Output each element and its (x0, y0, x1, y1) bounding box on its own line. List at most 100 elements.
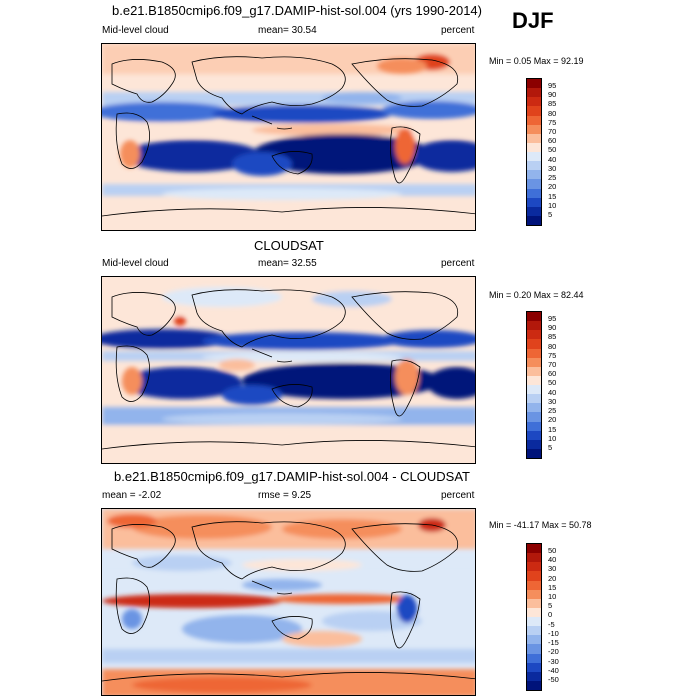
panel-1-tick: 75 (548, 118, 557, 127)
panel-1-tick: 70 (548, 127, 557, 136)
panel-1-tick: 10 (548, 201, 557, 210)
panel-2-tick: 90 (548, 323, 557, 332)
panel-2-tick: 85 (548, 332, 557, 341)
panel-3-tick: 0 (548, 610, 553, 619)
panel-1-tick: 30 (548, 164, 557, 173)
colorbar-segment (527, 589, 541, 599)
panel-1-units-label: percent (441, 25, 475, 36)
panel-2-tick: 25 (548, 406, 557, 415)
panel-2-tick: 5 (548, 443, 553, 452)
colorbar-segment (527, 375, 541, 385)
colorbar-segment (527, 671, 541, 681)
panel-1-mean-label: mean= 30.54 (258, 25, 317, 36)
colorbar-segment (527, 188, 541, 198)
panel-2-map-image (102, 277, 475, 463)
colorbar-segment (527, 339, 541, 349)
panel-3-tick: 20 (548, 574, 557, 583)
panel-1-minmax: Min = 0.05 Max = 92.19 (489, 56, 584, 66)
colorbar-segment (527, 348, 541, 358)
colorbar-segment (527, 330, 541, 340)
panel-3-minmax: Min = -41.17 Max = 50.78 (489, 520, 592, 530)
colorbar-segment (527, 626, 541, 636)
panel-1-variable-label: Mid-level cloud (102, 25, 169, 36)
colorbar-segment (527, 97, 541, 107)
colorbar-segment (527, 421, 541, 431)
colorbar-segment (527, 544, 541, 554)
panel-2-tick: 50 (548, 378, 557, 387)
panel-3-tick: 15 (548, 583, 557, 592)
colorbar-segment (527, 312, 541, 322)
panel-3-units-label: percent (441, 490, 475, 501)
colorbar-segment (527, 412, 541, 422)
panel-3-tick: 40 (548, 555, 557, 564)
panel-2-tick: 15 (548, 425, 557, 434)
panel-1-tick: 90 (548, 90, 557, 99)
panel-3-mean-label: mean = -2.02 (102, 490, 162, 501)
colorbar-segment (527, 580, 541, 590)
colorbar-segment (527, 385, 541, 395)
colorbar-segment (527, 124, 541, 134)
colorbar-segment (527, 448, 541, 458)
colorbar-segment (527, 215, 541, 225)
panel-1-title: b.e21.B1850cmip6.f09_g17.DAMIP-hist-sol.… (112, 3, 482, 18)
colorbar-segment (527, 321, 541, 331)
colorbar-segment (527, 430, 541, 440)
colorbar-segment (527, 206, 541, 216)
panel-2-mean-label: mean= 32.55 (258, 258, 317, 269)
colorbar-segment (527, 197, 541, 207)
panel-1-tick: 80 (548, 109, 557, 118)
panel-1-colorbar (526, 78, 542, 226)
colorbar-segment (527, 170, 541, 180)
panel-3-tick: -20 (548, 647, 559, 656)
panel-3-map (101, 508, 476, 696)
panel-1-tick: 50 (548, 145, 557, 154)
colorbar-segment (527, 571, 541, 581)
panel-1-tick: 5 (548, 210, 553, 219)
panel-3-tick: -40 (548, 666, 559, 675)
colorbar-segment (527, 607, 541, 617)
panel-3-tick: -10 (548, 629, 559, 638)
colorbar-segment (527, 617, 541, 627)
panel-2-tick: 30 (548, 397, 557, 406)
panel-2-tick: 70 (548, 360, 557, 369)
panel-2-tick: 20 (548, 415, 557, 424)
panel-2-tick: 10 (548, 434, 557, 443)
colorbar-segment (527, 403, 541, 413)
panel-3-tick: 30 (548, 564, 557, 573)
panel-1-map (101, 43, 476, 231)
colorbar-segment (527, 152, 541, 162)
colorbar-segment (527, 106, 541, 116)
panel-2-tick: 40 (548, 388, 557, 397)
colorbar-segment (527, 662, 541, 672)
panel-3-tick: -50 (548, 675, 559, 684)
colorbar-segment (527, 161, 541, 171)
panel-1-tick: 15 (548, 192, 557, 201)
colorbar-segment (527, 366, 541, 376)
panel-1-map-image (102, 44, 475, 230)
panel-3-tick: 5 (548, 601, 553, 610)
colorbar-segment (527, 653, 541, 663)
panel-2-title: CLOUDSAT (254, 238, 324, 253)
panel-1-tick: 60 (548, 136, 557, 145)
panel-2-colorbar (526, 311, 542, 459)
colorbar-segment (527, 635, 541, 645)
panel-3-tick: -5 (548, 620, 555, 629)
panel-1-tick: 25 (548, 173, 557, 182)
panel-3-map-image (102, 509, 475, 695)
panel-3-rmse-label: rmse = 9.25 (258, 490, 312, 501)
panel-2-variable-label: Mid-level cloud (102, 258, 169, 269)
colorbar-segment (527, 179, 541, 189)
panel-3-tick: -15 (548, 638, 559, 647)
panel-2-tick: 95 (548, 314, 557, 323)
panel-1-tick: 20 (548, 182, 557, 191)
panel-3-tick: -30 (548, 657, 559, 666)
colorbar-segment (527, 357, 541, 367)
colorbar-segment (527, 439, 541, 449)
panel-3-colorbar (526, 543, 542, 691)
colorbar-segment (527, 680, 541, 690)
colorbar-segment (527, 553, 541, 563)
colorbar-segment (527, 598, 541, 608)
panel-3-title: b.e21.B1850cmip6.f09_g17.DAMIP-hist-sol.… (114, 469, 470, 484)
panel-3-tick: 50 (548, 546, 557, 555)
colorbar-segment (527, 142, 541, 152)
